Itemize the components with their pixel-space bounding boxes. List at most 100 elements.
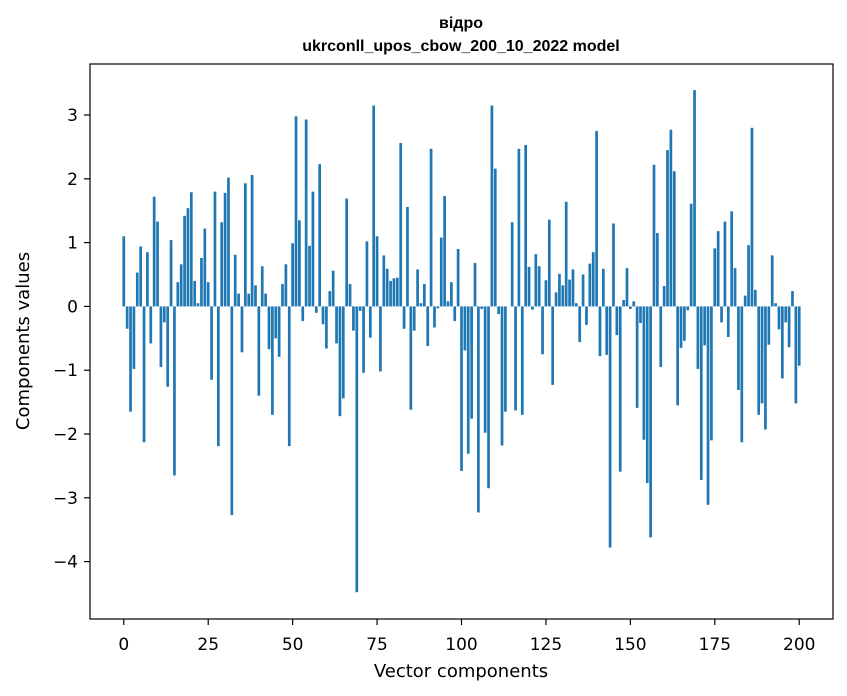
x-tick-label: 75 [366, 635, 388, 655]
bar [794, 306, 798, 404]
bar [514, 306, 517, 411]
bar [686, 306, 690, 311]
bar [206, 282, 210, 307]
bar [480, 306, 484, 309]
bar [645, 306, 649, 484]
bar [183, 215, 186, 307]
bar [747, 245, 750, 307]
bar [362, 306, 365, 373]
plot-frame [89, 63, 834, 620]
bar [294, 116, 298, 307]
bar [186, 208, 190, 307]
bar [409, 306, 413, 410]
bar [595, 130, 598, 307]
bar [497, 306, 500, 315]
bar [544, 280, 548, 307]
bar [723, 221, 727, 307]
bar [267, 306, 271, 350]
bar [159, 306, 163, 368]
bar [797, 306, 801, 366]
bar [780, 306, 784, 379]
bar [395, 277, 399, 307]
bar [652, 164, 656, 307]
bar [135, 272, 139, 307]
bar [601, 268, 605, 307]
bar [385, 268, 389, 307]
bar [274, 306, 278, 339]
bar [456, 249, 460, 307]
bar [632, 301, 636, 307]
bar [629, 306, 632, 309]
bar [277, 306, 281, 357]
bar [581, 274, 585, 307]
bar [672, 171, 676, 307]
bar [149, 306, 153, 344]
bar [477, 306, 480, 513]
bar [699, 306, 703, 480]
bar [770, 255, 774, 307]
bar [737, 306, 740, 390]
y-tick-label: 2 [67, 170, 78, 190]
x-tick-label: 0 [118, 635, 129, 655]
bar [490, 105, 494, 307]
bar [537, 266, 541, 307]
y-tick-label: −3 [53, 489, 78, 509]
bar [554, 292, 558, 307]
bar [230, 306, 234, 516]
bar [463, 306, 467, 351]
x-tick-label: 50 [282, 635, 304, 655]
bar [166, 306, 170, 387]
bar [483, 306, 487, 433]
bar [574, 303, 578, 307]
bar [635, 306, 639, 408]
bar [254, 285, 257, 307]
bar [240, 306, 244, 353]
x-tick-label: 175 [699, 635, 731, 655]
bar [493, 168, 497, 307]
x-tick-label: 200 [783, 635, 815, 655]
bar [547, 219, 551, 307]
bar [325, 306, 328, 349]
bar [730, 211, 734, 307]
bar [318, 164, 321, 307]
bar [450, 282, 453, 307]
bar [247, 293, 251, 307]
y-axis-ticks: −4 −3 −2 −1 0 1 2 3 [53, 106, 90, 573]
y-tick-label: 1 [67, 234, 78, 254]
bar [426, 306, 430, 346]
bar [142, 306, 146, 443]
bar [443, 196, 446, 307]
bar [372, 105, 376, 307]
bar [473, 263, 477, 307]
bar [260, 266, 264, 307]
bar [585, 306, 588, 325]
x-axis-label: Vector components [374, 661, 548, 682]
bar [271, 306, 274, 415]
bar [348, 284, 352, 307]
bar [669, 129, 673, 307]
bar [598, 306, 602, 357]
bar [375, 236, 379, 307]
bar [257, 306, 261, 396]
bar [433, 306, 436, 328]
x-tick-label: 150 [614, 635, 646, 655]
bar [622, 300, 625, 307]
x-axis-ticks: 0 25 50 75 100 125 150 175 200 [118, 619, 815, 655]
bar [308, 245, 311, 307]
bar [693, 90, 696, 307]
y-tick-label: 0 [67, 297, 78, 317]
bar [615, 306, 619, 336]
bar [656, 233, 659, 307]
bar [726, 306, 730, 338]
bar [298, 220, 301, 307]
bar [379, 306, 382, 372]
bar [341, 306, 345, 399]
bar [423, 284, 426, 307]
bar [662, 286, 666, 307]
bar [250, 175, 254, 307]
bar [784, 306, 788, 323]
bar [200, 257, 203, 307]
bar [487, 306, 490, 489]
bar [446, 301, 450, 307]
bar [365, 241, 369, 307]
